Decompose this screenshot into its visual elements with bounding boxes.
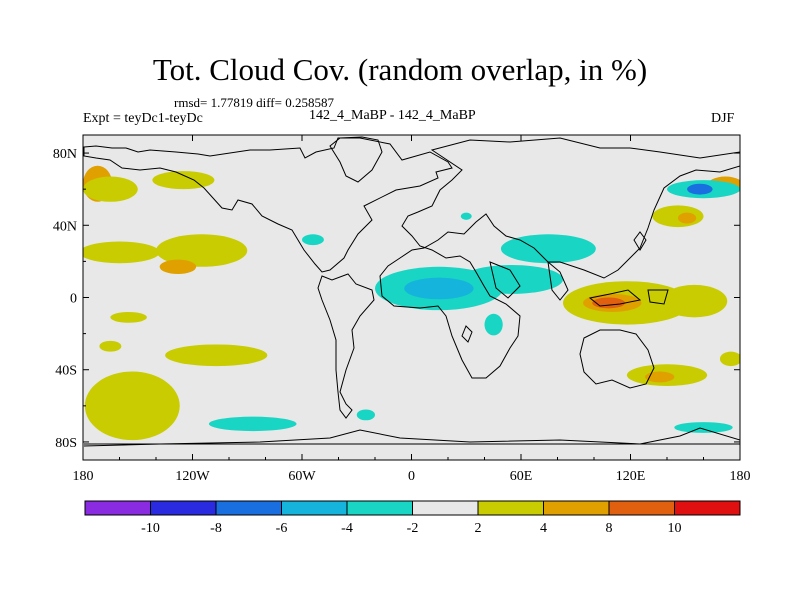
colorbar-bin — [477, 500, 544, 516]
colorbar-bin — [412, 500, 479, 516]
y-tick-label: 80N — [53, 147, 77, 162]
colorbar-bin — [543, 500, 610, 516]
anomaly-region — [460, 212, 472, 220]
anomaly-region — [500, 234, 596, 264]
colorbar-bin — [150, 500, 217, 516]
colorbar-bin — [215, 500, 282, 516]
anomaly-region — [404, 277, 474, 300]
colorbar-bin — [608, 500, 675, 516]
x-tick-label: 120E — [616, 469, 646, 484]
colorbar-bin — [674, 500, 741, 516]
colorbar-label: 2 — [475, 521, 482, 536]
anomaly-region — [208, 416, 297, 432]
anomaly-region — [652, 205, 704, 228]
colorbar-label: 8 — [606, 521, 613, 536]
x-tick-label: 180 — [730, 469, 751, 484]
colorbar-label: -6 — [276, 521, 288, 536]
anomaly-region — [645, 371, 675, 383]
anomaly-region — [83, 241, 160, 264]
anomaly-region — [83, 176, 138, 202]
anomaly-region — [165, 344, 268, 367]
y-tick-label: 40N — [53, 219, 77, 234]
x-tick-label: 120W — [175, 469, 210, 484]
x-tick-label: 0 — [408, 469, 415, 484]
colorbar-label: -2 — [407, 521, 419, 536]
colorbar-label: -10 — [141, 521, 160, 536]
anomaly-region — [110, 311, 147, 323]
season-label: DJF — [711, 111, 735, 126]
y-tick-label: 80S — [55, 436, 77, 451]
anomaly-region — [152, 171, 215, 190]
colorbar-bin — [346, 500, 413, 516]
colorbar: -10 -8 -6 -4 -2 2 4 8 10 — [84, 500, 741, 536]
colorbar-label: 4 — [540, 521, 547, 536]
anomaly-region — [661, 284, 728, 318]
y-tick-label: 40S — [55, 364, 77, 379]
anomaly-region — [156, 234, 248, 267]
colorbar-bin — [281, 500, 348, 516]
experiment-name: 142_4_MaBP - 142_4_MaBP — [309, 108, 476, 123]
anomaly-region — [99, 340, 122, 352]
stats-text: rmsd= 1.77819 diff= 0.258587 — [174, 95, 334, 110]
y-axis: 80N 40N 0 40S 80S — [53, 147, 740, 451]
anomaly-region — [302, 234, 324, 246]
coastline — [83, 136, 740, 447]
colorbar-bin — [84, 500, 151, 516]
anomaly-region — [592, 297, 626, 309]
anomaly-region — [719, 351, 740, 367]
anomaly-region — [674, 422, 733, 433]
y-tick-label: 0 — [70, 292, 77, 307]
anomaly-region — [356, 409, 375, 421]
x-tick-label: 60W — [288, 469, 316, 484]
chart-title: Tot. Cloud Cov. (random overlap, in %) — [152, 52, 648, 87]
colorbar-label: -4 — [341, 521, 353, 536]
colorbar-label: 10 — [668, 521, 682, 536]
colorbar-label: -8 — [210, 521, 222, 536]
x-tick-label: 60E — [510, 469, 533, 484]
anomaly-field — [83, 165, 740, 441]
expt-label: Expt = teyDc1-teyDc — [83, 111, 203, 126]
anomaly-region — [484, 313, 503, 336]
anomaly-region — [84, 371, 180, 441]
anomaly-region — [460, 265, 563, 294]
anomaly-region — [687, 183, 713, 195]
anomaly-region — [159, 259, 197, 275]
x-tick-label: 180 — [73, 469, 94, 484]
x-axis: 180 120W 60W 0 60E 120E 180 — [73, 135, 751, 484]
anomaly-region — [677, 212, 697, 224]
